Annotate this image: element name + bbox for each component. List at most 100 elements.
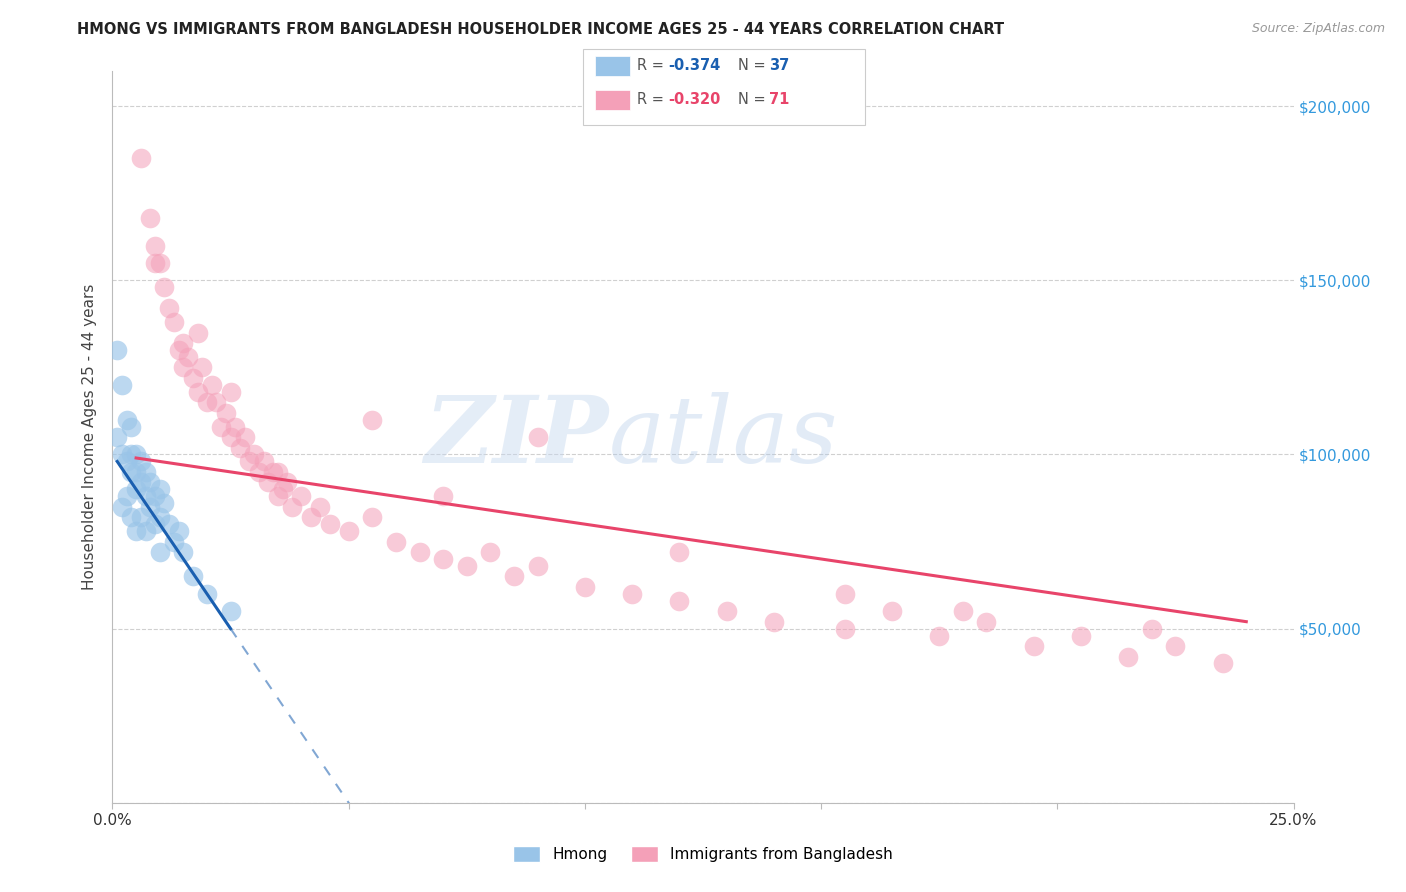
Point — [361, 510, 384, 524]
Point — [976, 615, 998, 629]
Point — [177, 350, 200, 364]
Point — [238, 454, 260, 468]
Text: Source: ZipAtlas.com: Source: ZipAtlas.com — [1251, 22, 1385, 36]
Point — [408, 545, 430, 559]
Text: R =: R = — [637, 92, 668, 106]
Point — [139, 211, 162, 225]
Point — [432, 489, 454, 503]
Point — [952, 604, 974, 618]
Point — [163, 534, 186, 549]
Point — [129, 510, 152, 524]
Point — [762, 615, 785, 629]
Point — [309, 500, 332, 514]
Text: R =: R = — [637, 58, 668, 72]
Y-axis label: Householder Income Ages 25 - 44 years: Householder Income Ages 25 - 44 years — [82, 284, 97, 591]
Point — [153, 280, 176, 294]
Point — [163, 315, 186, 329]
Text: -0.374: -0.374 — [668, 58, 720, 72]
Point — [115, 412, 138, 426]
Point — [716, 604, 738, 618]
Point — [1070, 629, 1092, 643]
Point — [834, 587, 856, 601]
Text: 71: 71 — [769, 92, 789, 106]
Point — [319, 517, 342, 532]
Point — [149, 510, 172, 524]
Point — [215, 406, 238, 420]
Point — [172, 336, 194, 351]
Point — [120, 419, 142, 434]
Point — [834, 622, 856, 636]
Point — [243, 448, 266, 462]
Point — [247, 465, 270, 479]
Point — [233, 430, 256, 444]
Point — [120, 465, 142, 479]
Point — [219, 430, 242, 444]
Point — [201, 377, 224, 392]
Point — [503, 569, 526, 583]
Text: -0.320: -0.320 — [668, 92, 720, 106]
Point — [143, 256, 166, 270]
Point — [299, 510, 322, 524]
Point — [668, 545, 690, 559]
Point — [115, 454, 138, 468]
Point — [125, 483, 148, 497]
Point — [135, 465, 157, 479]
Point — [195, 395, 218, 409]
Point — [432, 552, 454, 566]
Point — [157, 517, 180, 532]
Point — [257, 475, 280, 490]
Point — [111, 448, 134, 462]
Point — [125, 465, 148, 479]
Point — [157, 301, 180, 316]
Point — [1164, 639, 1187, 653]
Point — [385, 534, 408, 549]
Point — [224, 419, 246, 434]
Point — [928, 629, 950, 643]
Point — [129, 454, 152, 468]
Point — [139, 500, 162, 514]
Point — [229, 441, 252, 455]
Point — [290, 489, 312, 503]
Point — [271, 483, 294, 497]
Point — [267, 465, 290, 479]
Point — [105, 343, 128, 357]
Point — [139, 475, 162, 490]
Text: ZIP: ZIP — [425, 392, 609, 482]
Point — [149, 256, 172, 270]
Point — [105, 430, 128, 444]
Point — [526, 430, 548, 444]
Point — [167, 343, 190, 357]
Point — [172, 545, 194, 559]
Point — [172, 360, 194, 375]
Point — [1212, 657, 1234, 671]
Point — [281, 500, 304, 514]
Point — [181, 371, 204, 385]
Point — [191, 360, 214, 375]
Legend: Hmong, Immigrants from Bangladesh: Hmong, Immigrants from Bangladesh — [506, 840, 900, 868]
Point — [267, 489, 290, 503]
Point — [668, 594, 690, 608]
Point — [195, 587, 218, 601]
Point — [111, 500, 134, 514]
Point — [209, 419, 232, 434]
Text: N =: N = — [738, 92, 770, 106]
Point — [574, 580, 596, 594]
Point — [153, 496, 176, 510]
Text: 37: 37 — [769, 58, 789, 72]
Point — [262, 465, 284, 479]
Point — [135, 489, 157, 503]
Point — [115, 489, 138, 503]
Point — [143, 238, 166, 252]
Point — [167, 524, 190, 538]
Point — [219, 384, 242, 399]
Point — [276, 475, 298, 490]
Point — [1022, 639, 1045, 653]
Point — [526, 558, 548, 573]
Point — [361, 412, 384, 426]
Point — [186, 326, 208, 340]
Point — [143, 517, 166, 532]
Point — [181, 569, 204, 583]
Point — [129, 152, 152, 166]
Point — [143, 489, 166, 503]
Point — [125, 524, 148, 538]
